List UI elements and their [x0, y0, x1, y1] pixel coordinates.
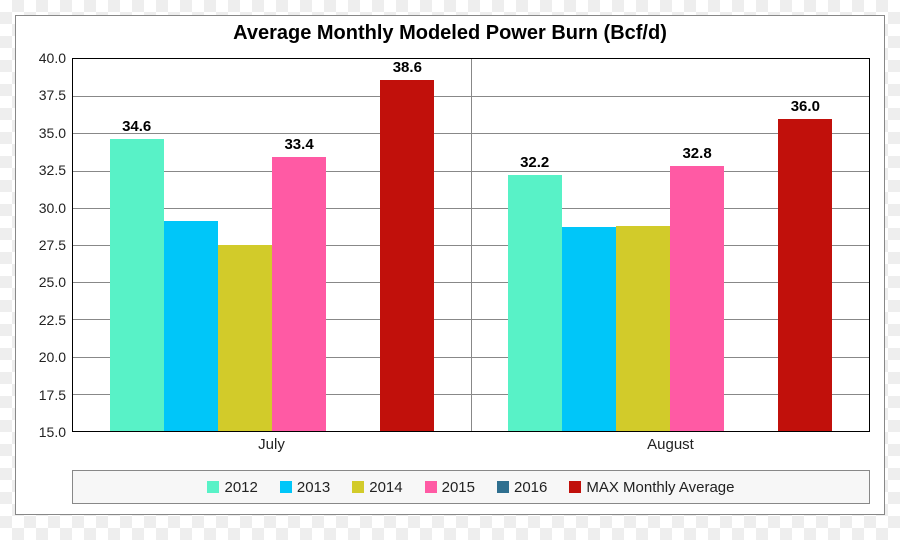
plot-area: 34.6 33.4 38.6 32.2 32.8 36.0 — [72, 58, 870, 432]
legend-label: 2016 — [514, 479, 547, 496]
grid-line-v — [471, 59, 472, 431]
legend-item: 2013 — [280, 479, 330, 496]
chart-title: Average Monthly Modeled Power Burn (Bcf/… — [16, 16, 884, 49]
legend-label: 2014 — [369, 479, 402, 496]
legend-swatch — [352, 481, 364, 493]
y-tick-label: 20.0 — [39, 349, 66, 365]
legend-swatch — [497, 481, 509, 493]
legend-label: 2015 — [442, 479, 475, 496]
legend-item: MAX Monthly Average — [569, 479, 734, 496]
y-tick-label: 35.0 — [39, 125, 66, 141]
bar-value-label: 34.6 — [122, 118, 151, 135]
legend-label: MAX Monthly Average — [586, 479, 734, 496]
bar — [670, 166, 724, 431]
legend: 2012 2013 2014 2015 2016 MAX Monthly Average — [72, 470, 870, 504]
legend-label: 2012 — [224, 479, 257, 496]
x-category-label: July — [258, 436, 285, 453]
bar-value-label: 32.2 — [520, 154, 549, 171]
bar-value-label: 38.6 — [393, 59, 422, 76]
x-axis: July August — [72, 436, 870, 460]
legend-item: 2015 — [425, 479, 475, 496]
y-tick-label: 37.5 — [39, 87, 66, 103]
bar — [778, 119, 832, 431]
legend-item: 2012 — [207, 479, 257, 496]
chart-container: Average Monthly Modeled Power Burn (Bcf/… — [15, 15, 885, 515]
y-tick-label: 27.5 — [39, 237, 66, 253]
bar — [562, 227, 616, 431]
y-axis: 15.017.520.022.525.027.530.032.535.037.5… — [16, 58, 70, 432]
legend-swatch — [280, 481, 292, 493]
bar — [616, 226, 670, 431]
bar — [380, 80, 434, 431]
y-tick-label: 25.0 — [39, 274, 66, 290]
bar-value-label: 33.4 — [284, 136, 313, 153]
y-tick-label: 30.0 — [39, 200, 66, 216]
bar-value-label: 32.8 — [682, 145, 711, 162]
bar — [164, 221, 218, 431]
y-tick-label: 17.5 — [39, 387, 66, 403]
y-tick-label: 22.5 — [39, 312, 66, 328]
legend-label: 2013 — [297, 479, 330, 496]
y-tick-label: 15.0 — [39, 424, 66, 440]
x-category-label: August — [647, 436, 694, 453]
legend-swatch — [425, 481, 437, 493]
legend-swatch — [207, 481, 219, 493]
legend-swatch — [569, 481, 581, 493]
bar-value-label: 36.0 — [791, 98, 820, 115]
bar — [508, 175, 562, 431]
legend-item: 2014 — [352, 479, 402, 496]
bar — [272, 157, 326, 431]
y-tick-label: 40.0 — [39, 50, 66, 66]
bar — [218, 245, 272, 431]
legend-item: 2016 — [497, 479, 547, 496]
bar — [110, 139, 164, 431]
y-tick-label: 32.5 — [39, 162, 66, 178]
